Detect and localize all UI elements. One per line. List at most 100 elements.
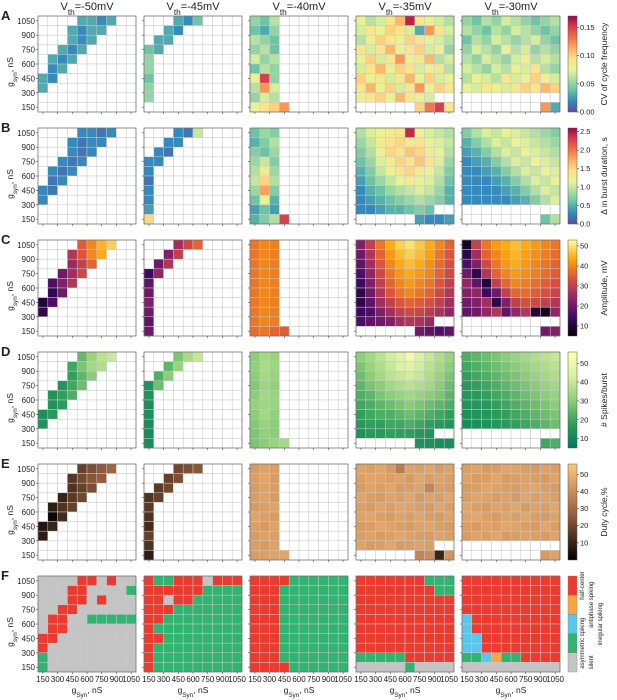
empty-cell xyxy=(153,351,164,362)
cell xyxy=(86,585,98,596)
cell xyxy=(491,73,502,84)
cell xyxy=(192,127,204,138)
cell xyxy=(375,73,386,84)
cell xyxy=(76,239,88,250)
empty-cell xyxy=(202,63,213,74)
cell xyxy=(153,258,164,270)
empty-cell xyxy=(500,326,512,337)
cell xyxy=(471,351,482,362)
empty-cell xyxy=(173,550,184,561)
cell xyxy=(443,175,455,186)
cell xyxy=(549,482,561,494)
cell xyxy=(510,614,522,625)
empty-cell xyxy=(173,92,184,103)
cell xyxy=(394,614,406,625)
cell xyxy=(520,54,531,65)
cell xyxy=(510,127,522,138)
empty-cell xyxy=(173,214,184,225)
cell xyxy=(481,380,492,391)
empty-cell xyxy=(67,214,78,225)
cell xyxy=(116,652,127,663)
empty-cell xyxy=(67,239,78,250)
empty-cell xyxy=(86,54,98,65)
cell xyxy=(424,428,435,439)
empty-cell xyxy=(375,438,386,449)
cell xyxy=(76,258,88,270)
cell xyxy=(500,278,512,289)
empty-cell xyxy=(37,249,49,260)
empty-cell xyxy=(328,361,339,372)
cell xyxy=(269,652,280,663)
empty-cell xyxy=(96,438,107,449)
cell xyxy=(510,63,522,74)
cell xyxy=(47,185,58,196)
empty-cell xyxy=(182,326,194,337)
cell xyxy=(279,614,290,625)
cell xyxy=(404,361,416,372)
y-tick-label: 300 xyxy=(22,201,36,210)
cell xyxy=(520,287,531,298)
empty-cell xyxy=(57,15,68,26)
empty-cell xyxy=(96,214,107,225)
empty-cell xyxy=(163,380,174,391)
cell xyxy=(249,316,261,327)
cell xyxy=(461,473,473,484)
cell xyxy=(365,540,376,551)
empty-cell xyxy=(279,380,290,391)
cell xyxy=(520,502,531,513)
empty-cell xyxy=(500,214,512,225)
colorbar-tick-label: 50 xyxy=(580,359,588,368)
empty-cell xyxy=(76,166,88,177)
cell xyxy=(355,390,367,401)
cell xyxy=(404,521,416,532)
cell xyxy=(414,662,425,673)
cell xyxy=(500,44,512,55)
cell xyxy=(540,214,551,225)
cell xyxy=(365,463,376,474)
cell xyxy=(259,521,270,532)
cell xyxy=(375,175,386,186)
cell xyxy=(491,521,502,532)
cell xyxy=(57,390,68,401)
empty-cell xyxy=(222,550,233,561)
cell xyxy=(414,652,425,663)
cell xyxy=(510,185,522,196)
empty-cell xyxy=(212,297,223,308)
empty-cell xyxy=(96,409,107,420)
cell xyxy=(481,239,492,250)
cell xyxy=(96,351,107,362)
cell xyxy=(443,473,455,484)
x-tick-label: 450 xyxy=(278,675,292,684)
empty-cell xyxy=(328,530,339,542)
x-tick-label: 150 xyxy=(248,675,262,684)
cell xyxy=(461,662,473,673)
empty-cell xyxy=(404,326,416,337)
y-axis-label-part: , nS xyxy=(5,281,15,296)
legend-swatch xyxy=(567,595,578,615)
cell xyxy=(434,361,445,372)
empty-cell xyxy=(67,92,78,103)
cell xyxy=(549,239,561,250)
cell xyxy=(385,146,396,158)
cell xyxy=(173,473,184,484)
empty-cell xyxy=(318,418,329,430)
empty-cell xyxy=(76,550,88,561)
cell xyxy=(163,258,174,270)
cell xyxy=(481,287,492,298)
cell xyxy=(143,268,155,279)
empty-cell xyxy=(106,492,117,503)
cell xyxy=(385,258,396,270)
legend-swatch xyxy=(567,652,578,673)
cell xyxy=(37,418,49,430)
cell xyxy=(394,521,406,532)
empty-cell xyxy=(106,102,117,113)
empty-cell xyxy=(308,25,319,36)
cell xyxy=(365,370,376,382)
cell xyxy=(394,530,406,542)
colorbar-label: Δ in burst duration, s xyxy=(599,137,609,215)
cell xyxy=(443,492,455,503)
y-axis-label: gsyn, nS xyxy=(5,57,19,87)
empty-cell xyxy=(308,73,319,84)
empty-cell xyxy=(520,540,531,551)
cell xyxy=(471,34,482,46)
